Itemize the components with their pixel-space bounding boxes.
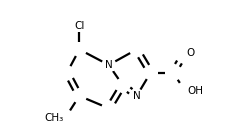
Text: N: N (133, 91, 141, 101)
Text: N: N (105, 60, 113, 70)
Text: Cl: Cl (74, 21, 84, 31)
Text: CH₃: CH₃ (45, 113, 64, 123)
Text: O: O (186, 48, 194, 58)
Text: OH: OH (187, 86, 203, 96)
